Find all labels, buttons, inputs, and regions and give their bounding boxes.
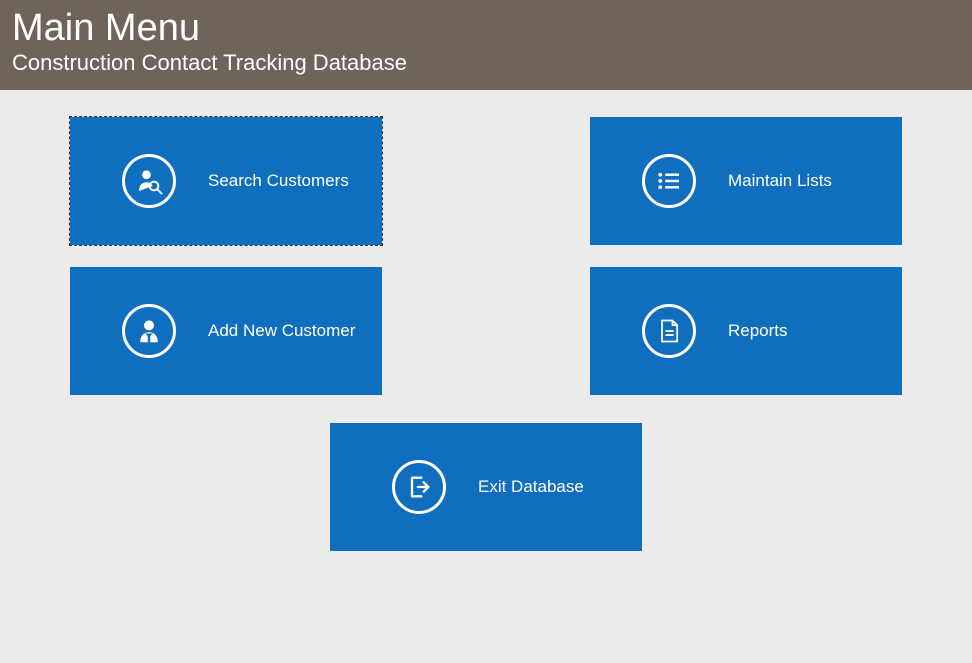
add-customer-icon xyxy=(122,304,176,358)
page-subtitle: Construction Contact Tracking Database xyxy=(12,50,960,76)
search-customers-label: Search Customers xyxy=(208,171,349,191)
header: Main Menu Construction Contact Tracking … xyxy=(0,0,972,90)
maintain-lists-icon xyxy=(642,154,696,208)
reports-button[interactable]: Reports xyxy=(590,267,902,395)
search-customers-button[interactable]: Search Customers xyxy=(70,117,382,245)
exit-database-icon xyxy=(392,460,446,514)
exit-database-button[interactable]: Exit Database xyxy=(330,423,642,551)
add-customer-label: Add New Customer xyxy=(208,321,355,341)
exit-database-label: Exit Database xyxy=(478,477,584,497)
page-title: Main Menu xyxy=(12,8,960,50)
reports-label: Reports xyxy=(728,321,788,341)
add-customer-button[interactable]: Add New Customer xyxy=(70,267,382,395)
maintain-lists-label: Maintain Lists xyxy=(728,171,832,191)
main-content: Search Customers Maintain Lists xyxy=(0,90,972,578)
maintain-lists-button[interactable]: Maintain Lists xyxy=(590,117,902,245)
search-customers-icon xyxy=(122,154,176,208)
reports-icon xyxy=(642,304,696,358)
button-grid: Search Customers Maintain Lists xyxy=(70,117,902,395)
bottom-row: Exit Database xyxy=(70,423,902,551)
